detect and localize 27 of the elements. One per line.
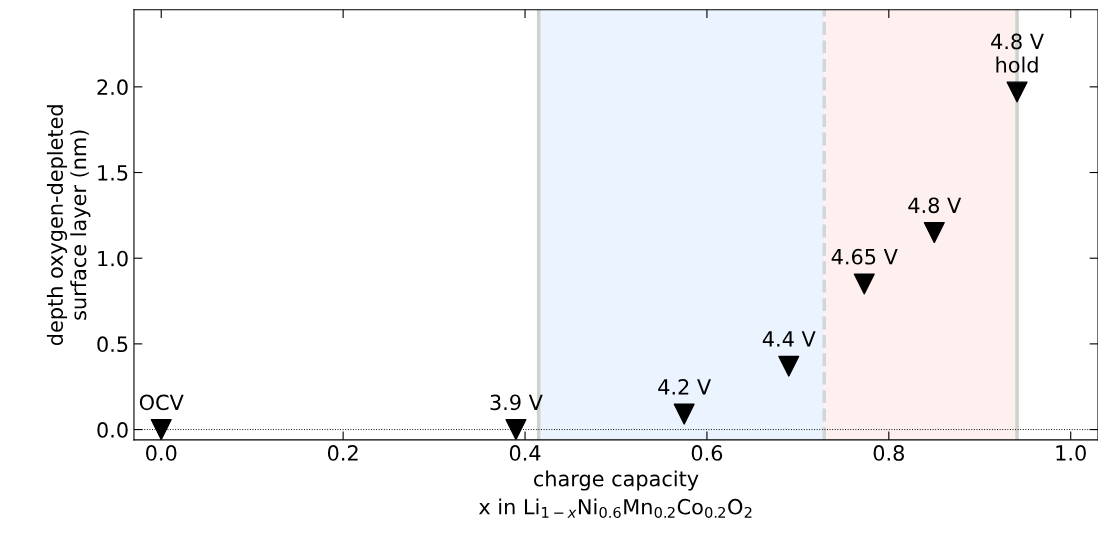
- x-tick-label: 1.0: [1056, 445, 1086, 461]
- x-tick-label: 0.8: [873, 445, 904, 461]
- point: [150, 419, 172, 440]
- y-tick-label: 1.0: [98, 250, 128, 267]
- point: [778, 355, 800, 377]
- annotation: 4.2 V: [658, 379, 712, 395]
- annotation: OCV: [139, 394, 184, 411]
- y-tick-label: 2.0: [97, 79, 128, 96]
- y-axis-title: depth oxygen-depleted surface layer (nm): [46, 105, 91, 346]
- point: [923, 221, 945, 244]
- annotation: 4.65 V: [831, 248, 898, 265]
- y-tick-label: 1.5: [98, 165, 128, 181]
- annotation: 4.8 V: [908, 197, 962, 214]
- x-tick-label: 0.0: [146, 445, 177, 461]
- text: charge capacity x in Li$_{1−x}$Ni$_{0.6}$Mn$_{0.2}$Co$_{0.2}$O$_{2}$: [478, 470, 752, 518]
- x-tick-label: 0.4: [509, 445, 541, 461]
- point: [673, 403, 695, 425]
- annotation: 4.4 V: [762, 331, 816, 347]
- y-tick-label: 0.5: [97, 336, 128, 353]
- x-tick-label: 0.6: [691, 445, 723, 461]
- annotation: 4.8 V hold: [991, 33, 1044, 73]
- y-tick-label: 0.0: [97, 422, 128, 438]
- point: [505, 419, 527, 440]
- annotation: 3.9 V: [490, 394, 543, 411]
- point: [853, 273, 875, 295]
- x-tick-label: 0.2: [327, 445, 358, 461]
- point: [1006, 81, 1028, 103]
